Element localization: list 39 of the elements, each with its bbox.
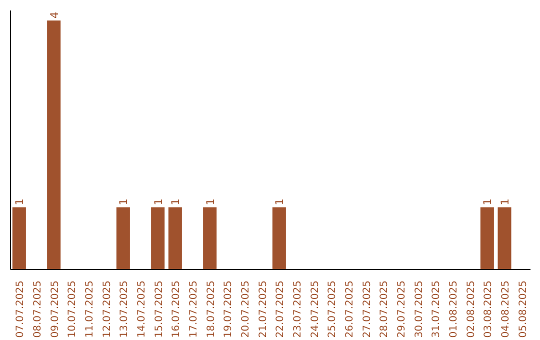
x-tick-label: 22.07.2025	[275, 280, 286, 338]
x-tick-label: 20.07.2025	[240, 280, 252, 338]
x-tick-label: 09.07.2025	[50, 280, 61, 338]
x-tick-label: 16.07.2025	[171, 280, 182, 338]
data-label: 1	[481, 198, 494, 206]
x-tick-label: 28.07.2025	[379, 280, 390, 338]
x-tick-label: 05.08.2025	[518, 280, 529, 338]
x-tick-label: 18.07.2025	[206, 280, 217, 338]
x-tick-label: 13.07.2025	[119, 280, 130, 338]
x-tick-label: 12.07.2025	[102, 280, 113, 338]
x-tick-label: 30.07.2025	[414, 280, 425, 338]
x-tick-label: 27.07.2025	[362, 280, 373, 338]
x-tick-label: 10.07.2025	[67, 280, 78, 338]
x-tick-label: 14.07.2025	[136, 280, 148, 338]
x-tick-label: 07.07.2025	[15, 280, 26, 338]
data-label: 1	[152, 198, 165, 206]
data-label: 1	[169, 198, 182, 206]
x-tick-label: 31.07.2025	[431, 280, 442, 338]
x-tick-label: 15.07.2025	[154, 280, 165, 338]
data-label: 1	[498, 198, 512, 206]
x-tick-label: 11.07.2025	[84, 280, 96, 338]
x-tick-label: 26.07.2025	[344, 280, 356, 338]
data-label: 4	[48, 11, 61, 18]
x-tick-label: 21.07.2025	[258, 280, 269, 338]
x-tick-label: 24.07.2025	[310, 280, 321, 338]
x-tick-label: 25.07.2025	[327, 280, 338, 338]
x-tick-label: 03.08.2025	[483, 280, 494, 338]
data-label: 1	[273, 198, 286, 206]
x-tick-label: 01.08.2025	[448, 280, 460, 338]
x-tick-label: 04.08.2025	[500, 280, 512, 338]
x-tick-label: 19.07.2025	[223, 280, 234, 338]
x-tick-label: 29.07.2025	[396, 280, 408, 338]
x-tick-label: 17.07.2025	[188, 280, 200, 338]
data-label: 1	[117, 198, 130, 206]
data-label: 1	[13, 198, 26, 206]
data-label: 1	[204, 198, 217, 206]
x-tick-label: 23.07.2025	[292, 280, 304, 338]
x-tick-label: 08.07.2025	[32, 280, 44, 338]
x-tick-label: 02.08.2025	[466, 280, 477, 338]
